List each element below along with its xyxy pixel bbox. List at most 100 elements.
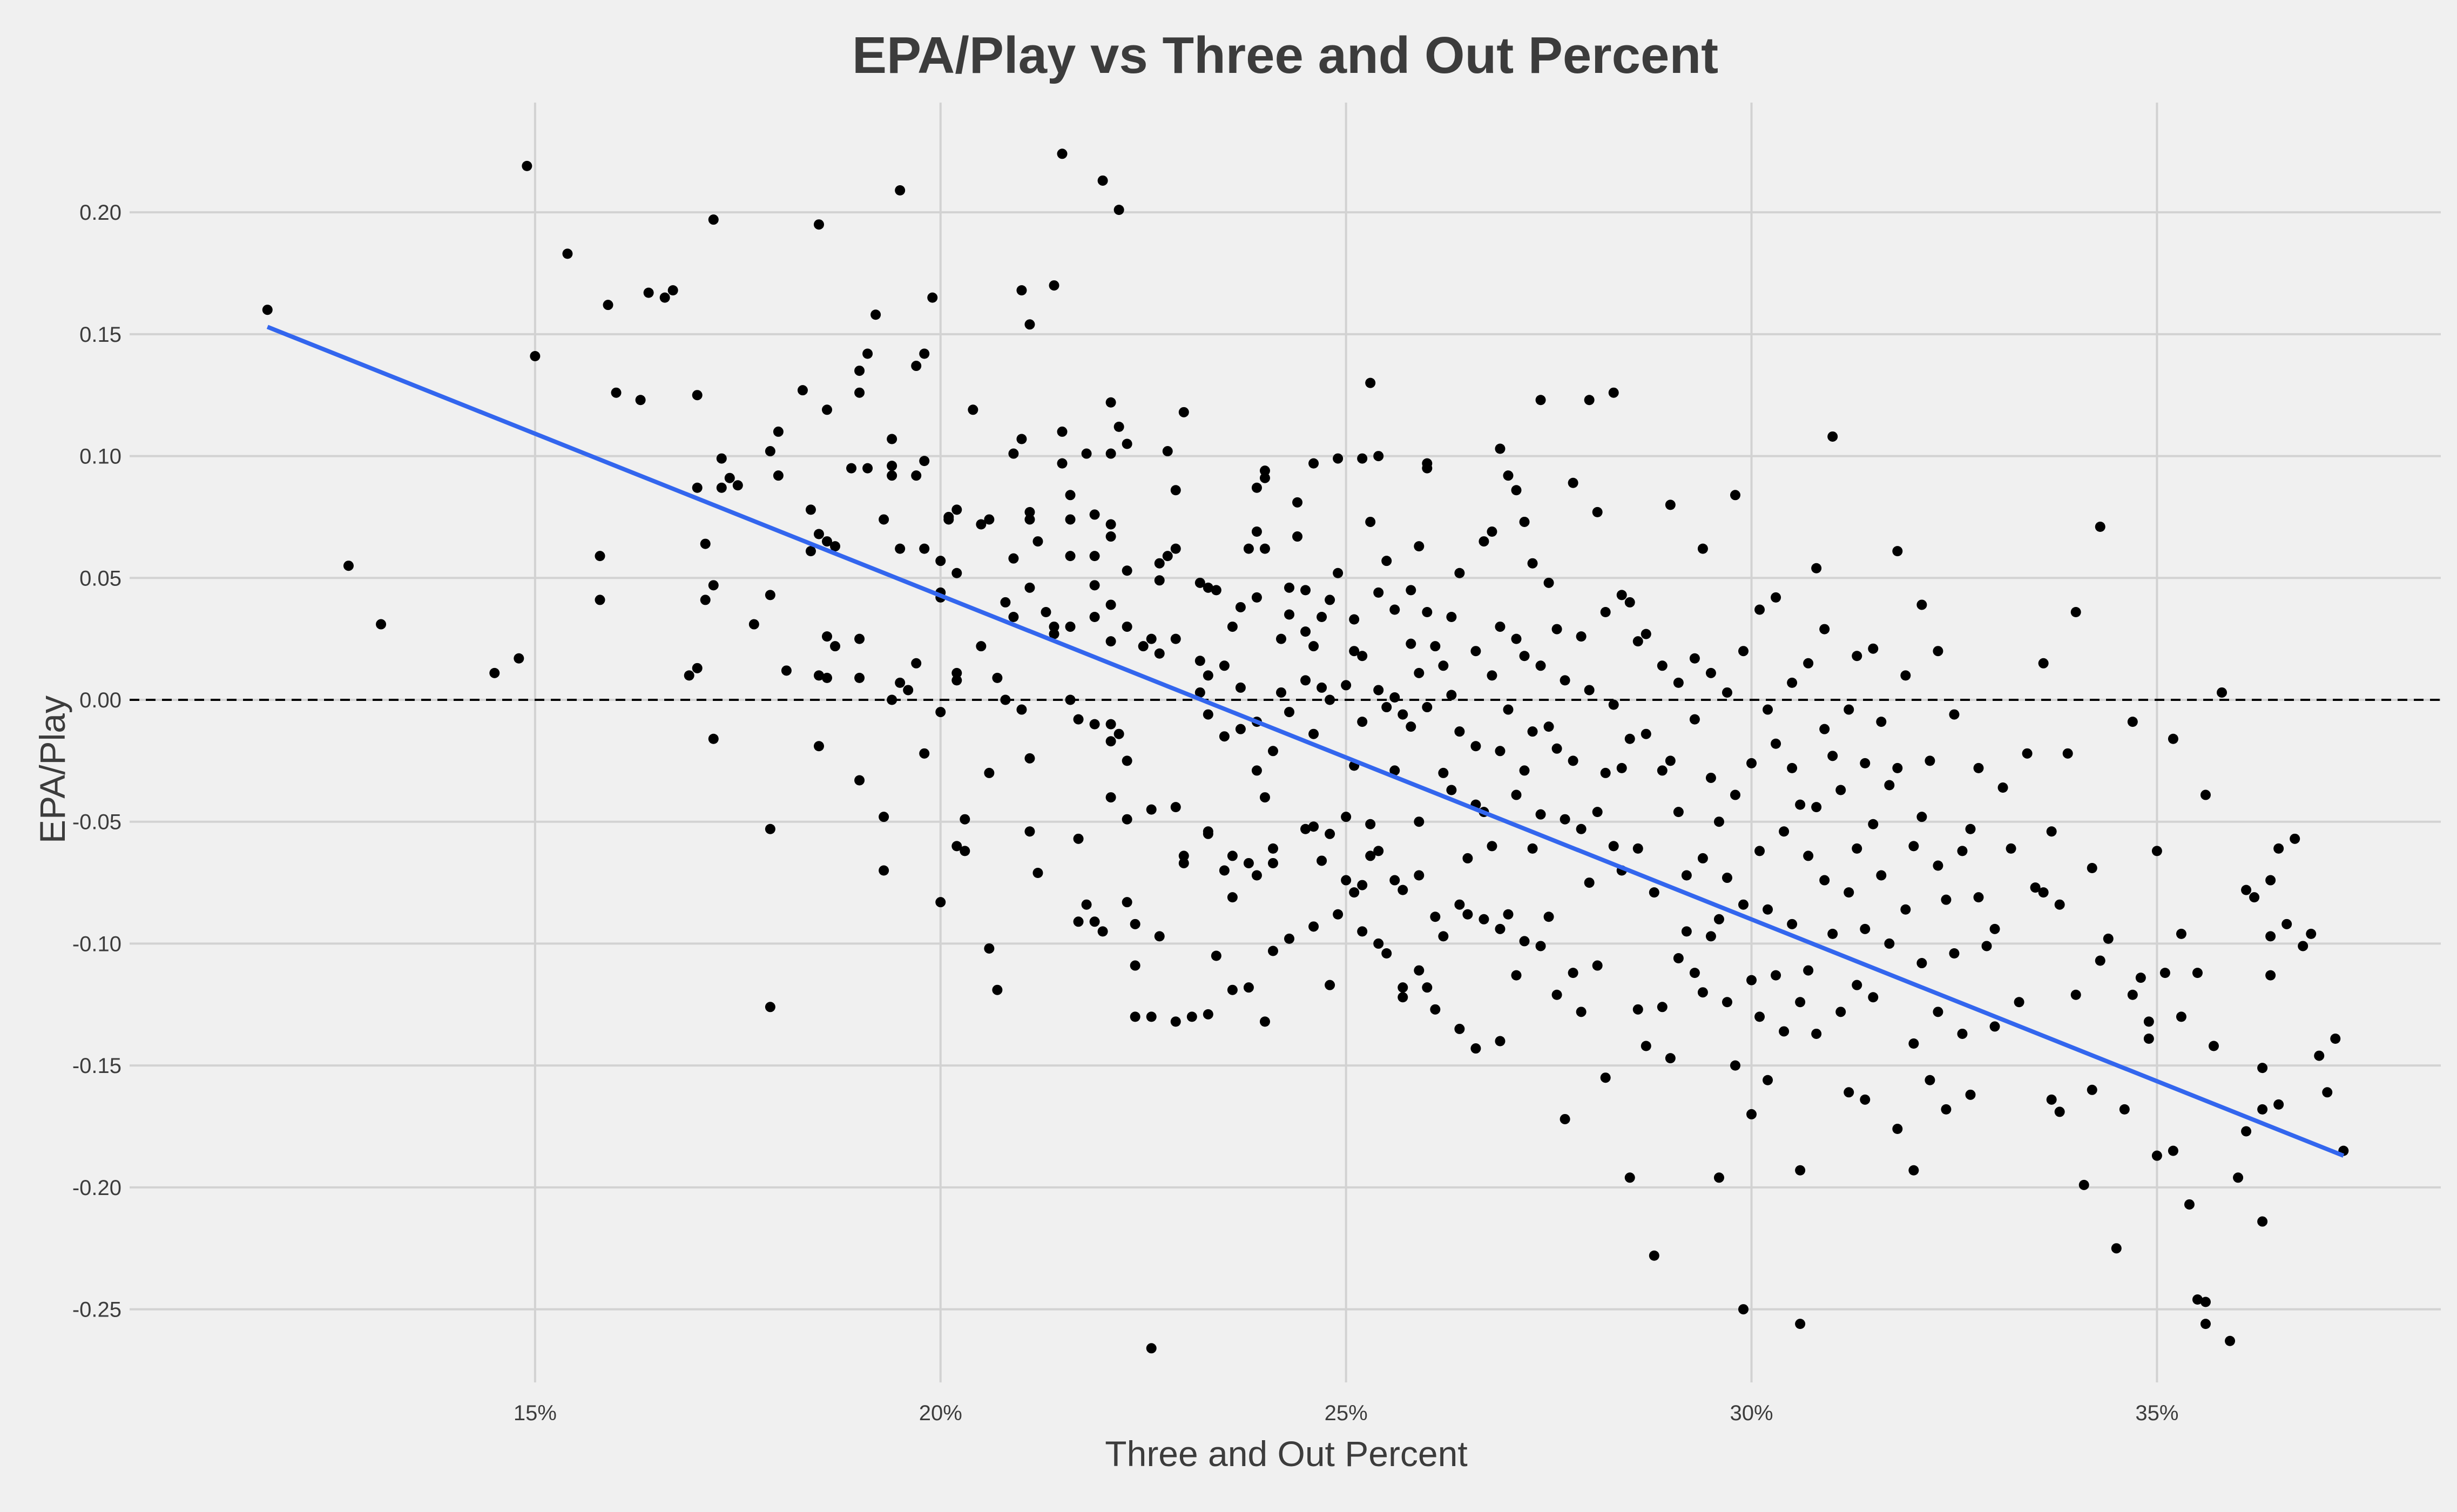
data-point	[1592, 960, 1603, 971]
data-point	[895, 543, 906, 554]
data-point	[1122, 438, 1132, 449]
data-point	[1543, 721, 1554, 732]
data-point	[1965, 824, 1976, 834]
data-point	[951, 504, 962, 515]
data-point	[643, 287, 654, 298]
data-point	[732, 480, 743, 491]
y-tick-label: -0.10	[72, 932, 122, 956]
data-point	[895, 185, 906, 196]
data-point	[1105, 736, 1116, 747]
data-point	[1487, 841, 1497, 852]
data-point	[2062, 748, 2073, 759]
data-point	[976, 519, 987, 530]
data-point	[1519, 651, 1530, 662]
data-point	[773, 470, 784, 481]
data-point	[1122, 897, 1132, 908]
data-point	[1194, 577, 1205, 588]
data-point	[1705, 931, 1716, 942]
data-point	[1754, 846, 1765, 856]
data-point	[1438, 931, 1449, 942]
data-point	[1235, 602, 1246, 612]
data-point	[1024, 826, 1035, 837]
data-point	[1771, 970, 1781, 981]
data-point	[1122, 814, 1132, 825]
data-point	[1146, 633, 1157, 644]
data-point	[1357, 651, 1368, 662]
data-point	[1852, 980, 1862, 990]
data-point	[1527, 843, 1538, 854]
data-point	[708, 733, 719, 744]
data-point	[1341, 875, 1352, 886]
data-point	[1008, 553, 1019, 564]
data-point	[700, 595, 711, 605]
data-point	[1560, 675, 1570, 686]
data-point	[1357, 717, 1368, 727]
data-point	[1730, 1060, 1740, 1071]
data-point	[1267, 746, 1278, 757]
data-point	[887, 434, 897, 444]
data-point	[822, 631, 833, 642]
data-point	[2046, 1094, 2057, 1105]
data-point	[1997, 782, 2008, 793]
data-point	[1243, 543, 1254, 554]
data-point	[1259, 1016, 1270, 1027]
data-point	[1414, 667, 1425, 678]
data-point	[635, 395, 646, 406]
data-point	[1957, 1028, 1968, 1039]
data-point	[262, 305, 273, 315]
data-point	[1170, 485, 1181, 496]
data-point	[343, 561, 354, 571]
data-point	[870, 309, 881, 320]
data-point	[1008, 448, 1019, 459]
data-point	[1811, 563, 1822, 573]
data-point	[2209, 1041, 2219, 1051]
data-point	[1211, 950, 1221, 961]
data-point	[1787, 919, 1798, 929]
data-point	[603, 300, 613, 310]
data-point	[1219, 660, 1230, 671]
data-point	[854, 633, 865, 644]
data-point	[1722, 873, 1732, 883]
data-point	[1908, 841, 1919, 852]
data-point	[854, 775, 865, 786]
data-point	[1608, 699, 1619, 710]
data-point	[1511, 485, 1522, 496]
data-point	[1113, 421, 1124, 432]
data-point	[1178, 858, 1189, 868]
data-point	[1779, 1026, 1790, 1037]
data-point	[1032, 536, 1043, 547]
data-point	[1430, 912, 1441, 922]
data-point	[1949, 948, 1960, 959]
data-point	[1738, 899, 1749, 910]
data-point	[1389, 875, 1400, 886]
data-point	[1852, 651, 1862, 662]
data-point	[1876, 717, 1887, 727]
chart-title: EPA/Play vs Three and Out Percent	[852, 26, 1718, 84]
data-point	[1097, 926, 1108, 937]
data-point	[781, 665, 792, 676]
data-point	[2265, 970, 2276, 981]
data-point	[1430, 1004, 1441, 1015]
data-point	[1284, 707, 1295, 718]
data-point	[1835, 785, 1846, 795]
data-point	[1016, 704, 1027, 715]
data-point	[1487, 526, 1497, 537]
data-point	[1470, 1043, 1481, 1054]
data-point	[1243, 858, 1254, 868]
data-point	[1325, 828, 1335, 839]
data-point	[2306, 928, 2317, 939]
data-point	[2119, 1104, 2130, 1115]
data-point	[1259, 473, 1270, 483]
data-point	[1057, 148, 1068, 159]
data-point	[1933, 860, 1943, 871]
data-point	[1275, 633, 1286, 644]
data-point	[1689, 714, 1700, 725]
data-point	[1284, 933, 1295, 944]
data-point	[1292, 497, 1303, 508]
data-point	[1803, 965, 1814, 976]
data-point	[911, 361, 922, 372]
data-point	[1713, 816, 1724, 827]
data-point	[1989, 923, 2000, 934]
y-tick-label: -0.25	[72, 1298, 122, 1322]
data-point	[797, 385, 808, 396]
